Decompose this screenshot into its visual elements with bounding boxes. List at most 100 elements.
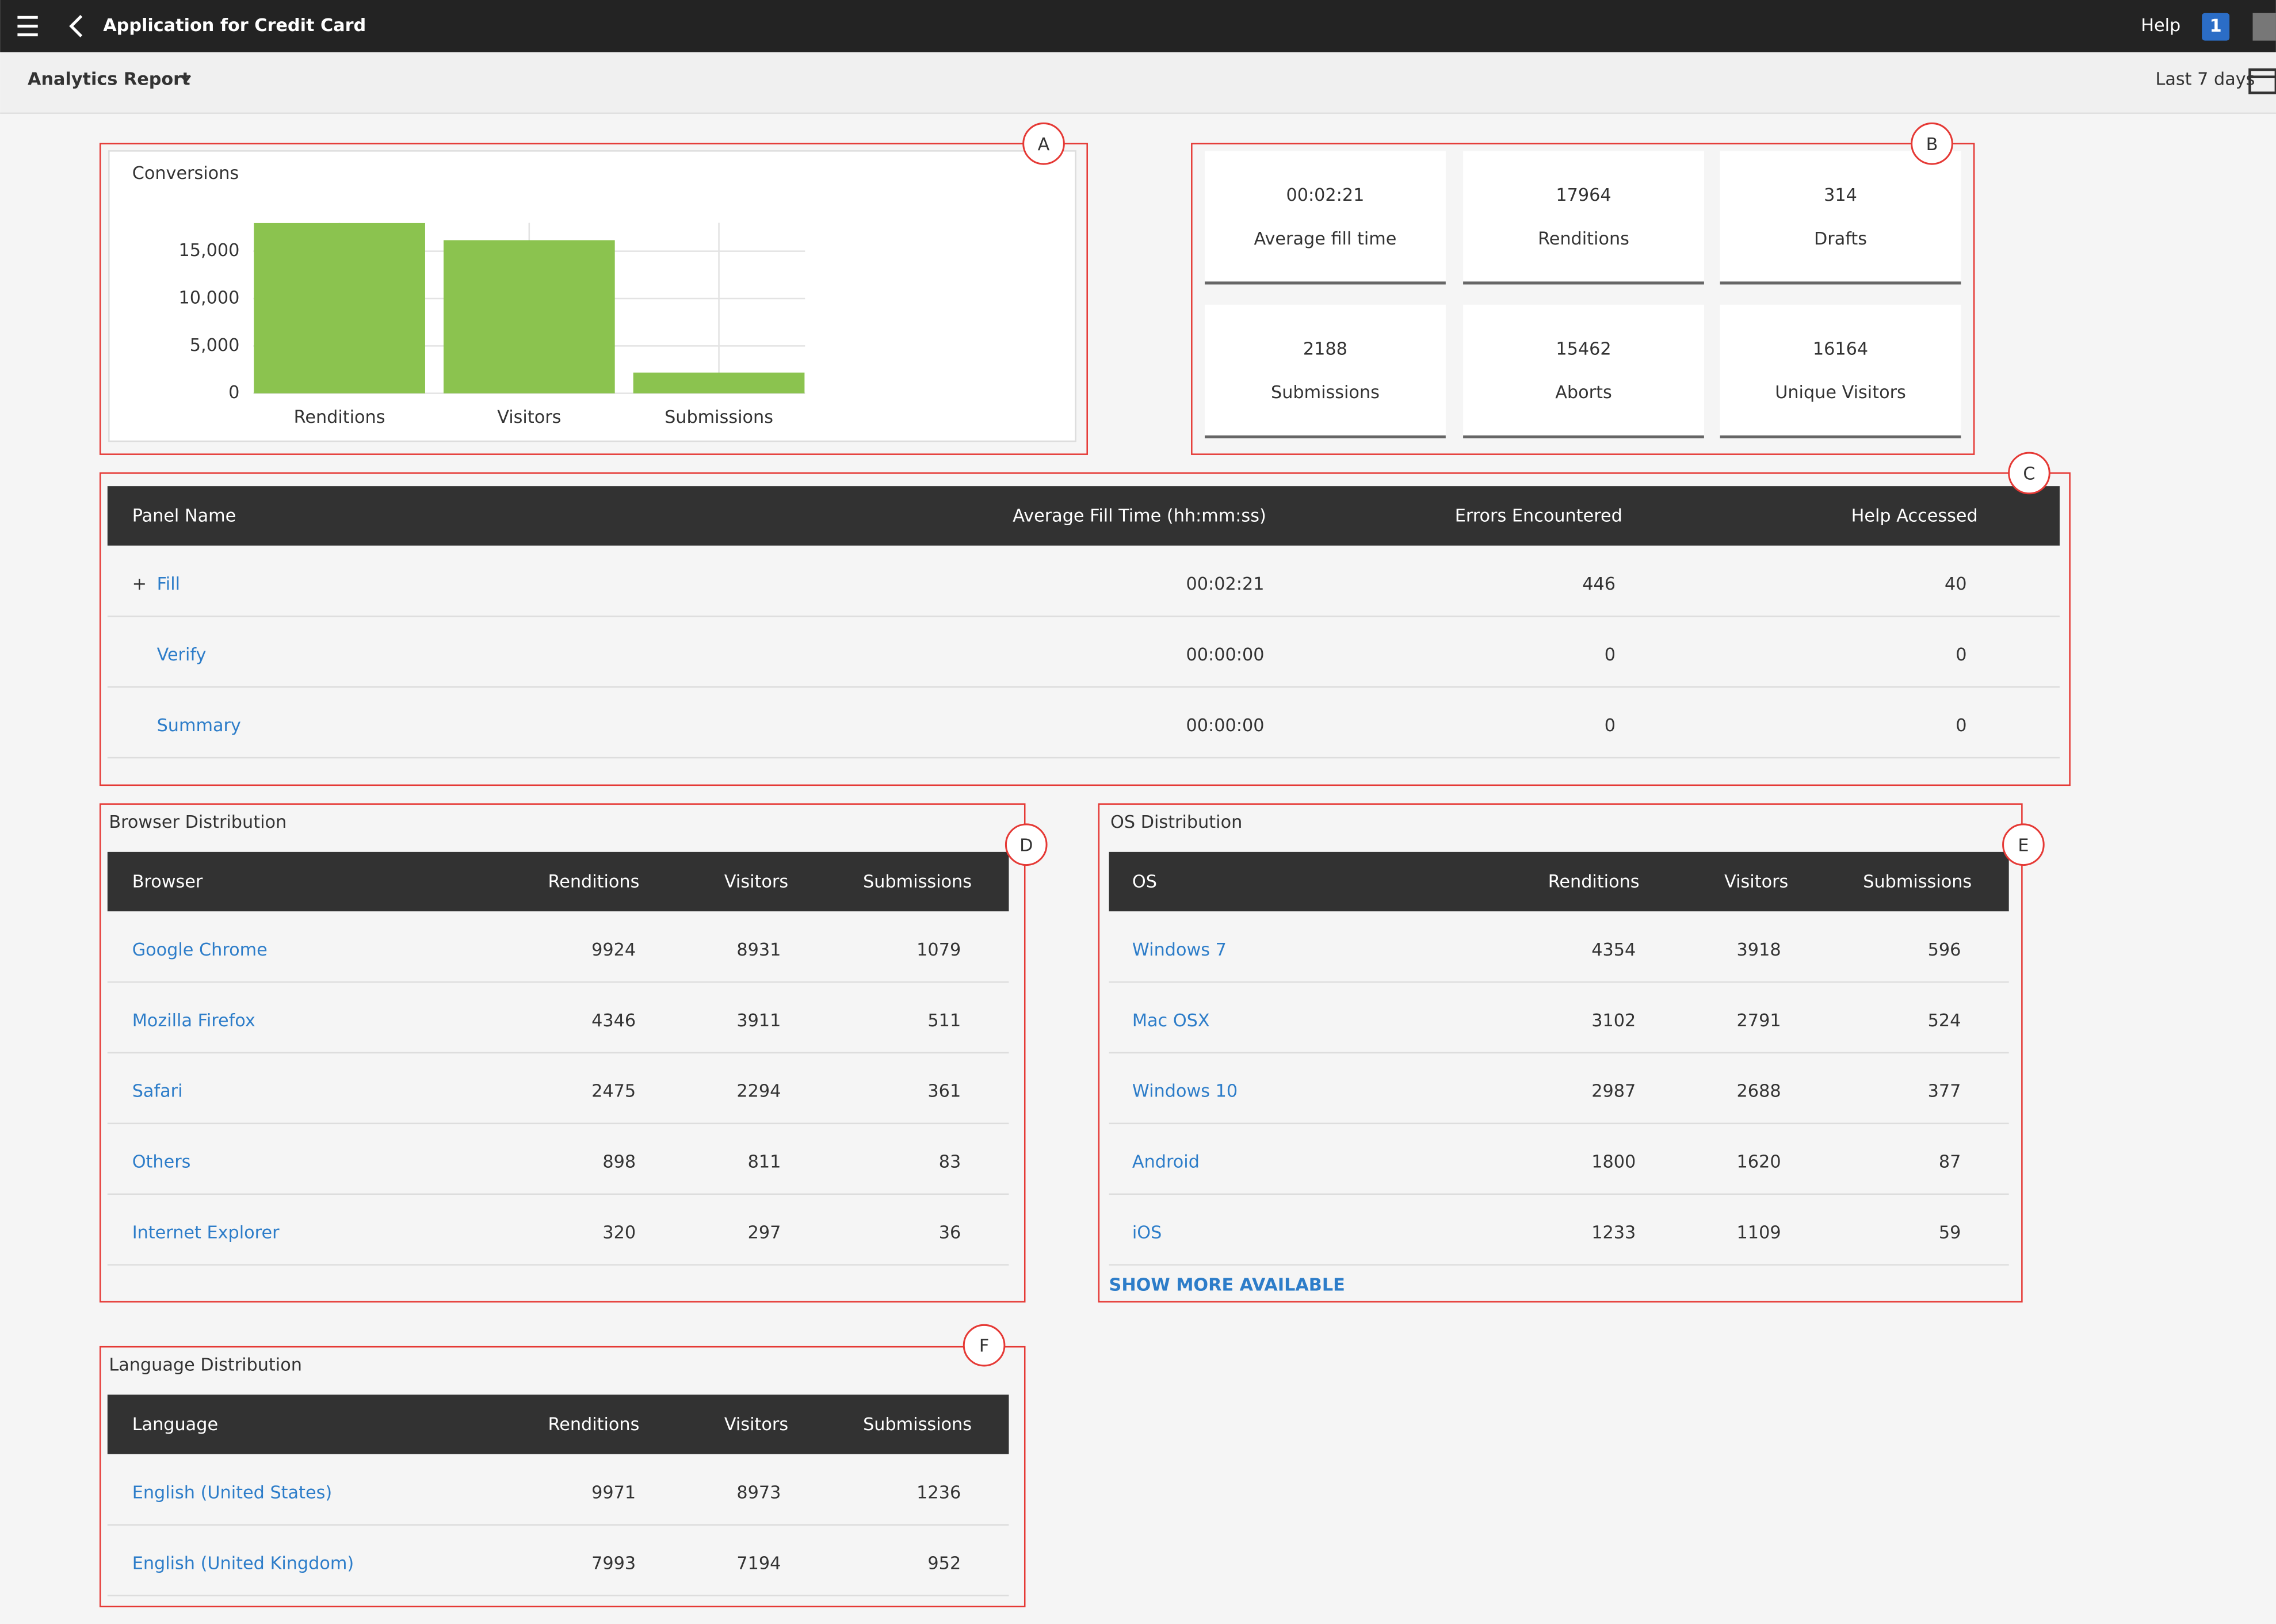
column-header: Browser xyxy=(132,872,203,892)
x-tick-label: Submissions xyxy=(665,407,773,427)
cell-value: 8931 xyxy=(736,940,781,960)
help-link[interactable]: Help xyxy=(2141,16,2180,36)
row-link[interactable]: Others xyxy=(132,1152,191,1172)
row-link[interactable]: Safari xyxy=(132,1082,183,1102)
cell-value: 320 xyxy=(602,1222,636,1243)
cell-value: 1233 xyxy=(1591,1222,1636,1243)
cell-value: 4346 xyxy=(591,1011,636,1031)
chart-title: Conversions xyxy=(132,163,239,184)
menu-icon[interactable] xyxy=(17,16,38,37)
table-title: Browser Distribution xyxy=(109,812,287,832)
cell-value: 1079 xyxy=(916,940,961,960)
cell-value: 0 xyxy=(1605,645,1616,665)
callout-badge xyxy=(1022,122,1065,165)
callout-badge xyxy=(1911,122,1953,165)
cell-value: 2791 xyxy=(1737,1011,1781,1031)
stat-value: 16164 xyxy=(1813,339,1868,359)
stat-value: 17964 xyxy=(1556,185,1611,205)
cell-value: 511 xyxy=(927,1011,961,1031)
stat-label: Average fill time xyxy=(1254,229,1397,249)
bar xyxy=(254,223,425,393)
column-header: Renditions xyxy=(548,1415,640,1435)
row-link[interactable]: English (United Kingdom) xyxy=(132,1553,354,1573)
stat-value: 00:02:21 xyxy=(1286,185,1364,205)
table-body xyxy=(1109,911,2009,1265)
stat-label: Submissions xyxy=(1271,383,1380,403)
cell-value: 361 xyxy=(927,1082,961,1102)
table-header xyxy=(107,1394,1009,1454)
table-body xyxy=(107,545,2060,758)
column-header: Submissions xyxy=(1863,872,1972,892)
row-link[interactable]: Windows 10 xyxy=(1132,1082,1238,1102)
top-bar xyxy=(0,0,2276,52)
stat-card xyxy=(1463,304,1704,437)
notification-count: 1 xyxy=(2210,16,2222,36)
row-link[interactable]: Android xyxy=(1132,1152,1200,1172)
cell-value: 596 xyxy=(1928,940,1961,960)
report-selector[interactable]: Analytics Report xyxy=(28,69,190,89)
row-link[interactable]: Summary xyxy=(157,716,241,736)
column-header: Help Accessed xyxy=(1851,506,1978,526)
cell-value: 1620 xyxy=(1737,1152,1781,1172)
cell-value: 377 xyxy=(1928,1082,1961,1102)
y-tick-label: 15,000 xyxy=(178,240,239,261)
column-header: Visitors xyxy=(1724,872,1788,892)
date-range[interactable]: Last 7 days xyxy=(2155,69,2255,89)
cell-value: 8973 xyxy=(736,1482,781,1503)
callout-letter: E xyxy=(2018,835,2029,855)
callout-frame xyxy=(99,803,1026,1303)
stat-value: 15462 xyxy=(1556,339,1611,359)
stat-card xyxy=(1720,304,1961,437)
x-tick-label: Visitors xyxy=(497,407,561,427)
avatar[interactable] xyxy=(2252,13,2276,41)
column-header: Submissions xyxy=(863,1415,972,1435)
table-header xyxy=(107,486,2060,546)
y-tick-label: 10,000 xyxy=(178,288,239,308)
dropdown-icon[interactable] xyxy=(180,75,192,83)
cell-value: 297 xyxy=(748,1222,781,1243)
stat-label: Aborts xyxy=(1555,383,1612,403)
table-title: Language Distribution xyxy=(109,1355,302,1375)
column-header: Submissions xyxy=(863,872,972,892)
row-link[interactable]: English (United States) xyxy=(132,1482,332,1503)
cell-value: 3918 xyxy=(1737,940,1781,960)
row-link[interactable]: Mozilla Firefox xyxy=(132,1011,255,1031)
cell-value: 36 xyxy=(939,1222,961,1243)
column-header: Renditions xyxy=(548,872,640,892)
cell-value: 2987 xyxy=(1591,1082,1636,1102)
cell-value: 3102 xyxy=(1591,1011,1636,1031)
stat-card xyxy=(1720,151,1961,283)
column-header: Errors Encountered xyxy=(1455,506,1622,526)
callout-badge xyxy=(2008,452,2050,495)
callout-letter: C xyxy=(2023,464,2035,484)
callout-letter: D xyxy=(1019,835,1033,855)
row-link[interactable]: Windows 7 xyxy=(1132,940,1227,960)
column-header: Average Fill Time (hh:mm:ss) xyxy=(1013,506,1266,526)
show-more-link[interactable]: SHOW MORE AVAILABLE xyxy=(1109,1275,1345,1296)
row-link[interactable]: Internet Explorer xyxy=(132,1222,280,1243)
cell-value: 3911 xyxy=(736,1011,781,1031)
callout-badge xyxy=(2002,823,2045,866)
callout-badge xyxy=(1005,823,1048,866)
column-header: Language xyxy=(132,1415,218,1435)
y-tick-label: 5,000 xyxy=(190,335,240,356)
cell-value: 1800 xyxy=(1591,1152,1636,1172)
callout-frame xyxy=(99,143,1088,455)
cell-value: 4354 xyxy=(1591,940,1636,960)
cell-value: 83 xyxy=(939,1152,961,1172)
row-link[interactable]: Google Chrome xyxy=(132,940,268,960)
back-icon[interactable] xyxy=(69,14,83,37)
row-link[interactable]: iOS xyxy=(1132,1222,1162,1243)
expand-icon[interactable]: + xyxy=(132,574,147,594)
cell-value: 00:00:00 xyxy=(1186,716,1265,736)
row-link[interactable]: Verify xyxy=(157,645,207,665)
notification-badge[interactable] xyxy=(2202,13,2230,41)
cell-value: 00:00:00 xyxy=(1186,645,1265,665)
callout-badge xyxy=(963,1324,1006,1367)
cell-value: 0 xyxy=(1956,645,1966,665)
row-link[interactable]: Mac OSX xyxy=(1132,1011,1210,1031)
x-tick-label: Renditions xyxy=(294,407,385,427)
row-link[interactable]: Fill xyxy=(157,574,180,594)
